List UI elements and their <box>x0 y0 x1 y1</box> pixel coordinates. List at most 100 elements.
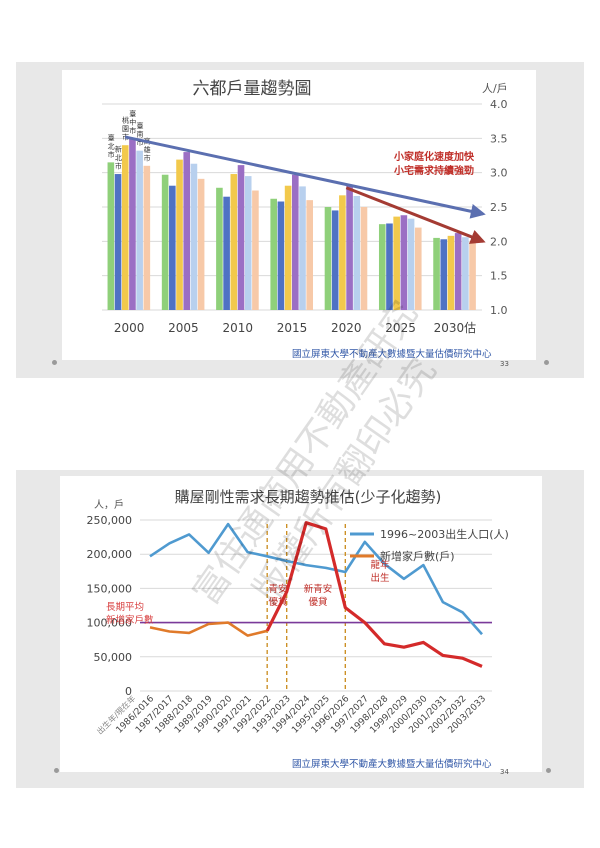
household-size-chart: 1.0 1.5 2.0 2.5 3.0 3.5 4.0 人/戶 六都戶量趨勢圖 2000 2005 2… <box>102 79 508 335</box>
bar-臺中市 <box>183 152 191 310</box>
bar-桃園市 <box>284 185 292 310</box>
bar-臺南市 <box>136 150 143 310</box>
bar-臺南市 <box>353 196 361 310</box>
bar-高雄市 <box>469 241 476 310</box>
bar-臺北市 <box>270 198 277 310</box>
series-line-1 <box>149 522 483 636</box>
series-label-char: 臺 <box>129 109 136 118</box>
bar-新北市 <box>114 174 122 310</box>
x-tick-label: 2030估 <box>434 321 477 335</box>
bar-高雄市 <box>197 178 205 310</box>
event-annotation: 青安 <box>268 583 287 595</box>
bar-臺中市 <box>454 233 462 310</box>
slide-housing-demand: 購屋剛性需求長期趨勢推估(少子化趨勢) 人，戶 0 50,000 100,000 150,… <box>16 470 584 788</box>
series-label-char: 北 <box>108 142 115 150</box>
slide-footer: 國立屏東大學不動產大數據暨大量估價研究中心 <box>292 759 492 770</box>
slide-bullet-dot <box>546 768 551 773</box>
event-annotation: 新青安 <box>304 583 333 595</box>
y-tick-label: 200,000 <box>87 548 133 561</box>
chart-title: 購屋剛性需求長期趨勢推估(少子化趨勢) <box>175 488 442 506</box>
series-label-char: 臺 <box>108 133 115 142</box>
annotation-text: 小家庭化速度加快 <box>393 150 475 163</box>
y-axis-unit: 人，戶 <box>94 499 124 511</box>
reference-line-label: 長期平均 <box>106 601 144 613</box>
bar-桃園市 <box>176 159 183 310</box>
legend-label: 1996~2003出生人口(人) <box>380 527 509 541</box>
y-tick-label: 250,000 <box>87 514 133 527</box>
bar-臺中市 <box>292 174 299 310</box>
y-tick-label: 100,000 <box>87 617 133 630</box>
y-tick-label: 2.5 <box>490 201 508 214</box>
y-tick-label: 2.0 <box>490 235 508 248</box>
annotation-text: 小宅需求持續強勁 <box>393 164 474 177</box>
slide-footer: 國立屏東大學不動產大數據暨大量估價研究中心 <box>292 349 492 360</box>
bar-新北市 <box>386 223 393 310</box>
series-label-臺北市: 臺北市 <box>108 133 115 159</box>
bar-臺北市 <box>378 224 386 310</box>
series-label-臺中市: 臺中市 <box>129 109 136 135</box>
bar-臺北市 <box>433 237 440 310</box>
series-label-char: 園 <box>122 125 129 133</box>
bar-臺南市 <box>244 176 252 310</box>
y-tick-label: 150,000 <box>87 582 133 595</box>
bar-桃園市 <box>339 195 346 310</box>
bar-桃園市 <box>393 216 400 310</box>
series-label-char: 市 <box>108 150 115 159</box>
event-annotation: 出生 <box>370 572 390 584</box>
series-label-char: 南 <box>136 130 143 139</box>
series-label-char: 市 <box>129 126 136 135</box>
x-tick-label: 2000 <box>114 321 145 335</box>
trend-red <box>345 186 486 244</box>
bar-新北市 <box>169 185 176 310</box>
bar-臺中市 <box>346 185 353 310</box>
x-tick-label: 2010 <box>222 321 253 335</box>
bar-新北市 <box>440 239 448 310</box>
bar-臺中市 <box>237 165 245 310</box>
x-tick-label: 2025 <box>385 321 416 335</box>
slide-bullet-dot <box>544 360 549 365</box>
series-label-char: 市 <box>144 153 151 162</box>
series-label-char: 中 <box>129 117 136 126</box>
series-label-char: 市 <box>115 162 122 171</box>
bar-臺南市 <box>407 218 415 310</box>
series-label-新北市: 新北市 <box>115 145 122 171</box>
x-tick-label: 2015 <box>277 321 308 335</box>
series-label-char: 臺 <box>136 121 143 130</box>
y-tick-label: 3.5 <box>490 132 508 145</box>
series-label-char: 雄 <box>144 145 151 154</box>
bar-高雄市 <box>414 227 422 310</box>
event-annotation: 優貸 <box>308 596 327 608</box>
bar-高雄市 <box>252 190 259 310</box>
slide-household-size: 1.0 1.5 2.0 2.5 3.0 3.5 4.0 人/戶 六都戶量趨勢圖 2000 2005 2… <box>16 62 584 378</box>
series-label-char: 桃 <box>122 116 129 125</box>
series-label-char: 北 <box>115 154 122 162</box>
y-axis-unit: 人/戶 <box>482 82 508 95</box>
bar-高雄市 <box>360 207 368 310</box>
series-line-2 <box>149 621 268 637</box>
y-tick-label: 4.0 <box>490 98 508 111</box>
page-number: 33 <box>500 360 509 368</box>
bar-臺南市 <box>462 237 469 310</box>
bar-新北市 <box>331 210 339 310</box>
y-tick-label: 3.0 <box>490 167 508 180</box>
series-label-char: 新 <box>115 145 122 154</box>
bar-桃園市 <box>230 174 238 310</box>
y-tick-label: 50,000 <box>94 651 133 664</box>
bar-臺北市 <box>161 174 169 310</box>
bar-臺南市 <box>299 186 306 310</box>
chart-title: 六都戶量趨勢圖 <box>193 79 312 99</box>
series-line-3 <box>265 521 483 668</box>
page-number: 34 <box>500 768 509 776</box>
chart-area-housing-demand: 購屋剛性需求長期趨勢推估(少子化趨勢) 人，戶 0 50,000 100,000 150,… <box>60 476 542 772</box>
bar-臺北市 <box>107 162 115 310</box>
x-tick-label: 2020 <box>331 321 362 335</box>
y-tick-label: 1.5 <box>490 270 508 283</box>
y-tick-label: 0 <box>125 685 132 698</box>
slide-bullet-dot <box>52 360 57 365</box>
bar-臺中市 <box>400 215 408 310</box>
bar-臺南市 <box>190 163 198 310</box>
chart-area-household-size: 1.0 1.5 2.0 2.5 3.0 3.5 4.0 人/戶 六都戶量趨勢圖 2000 2005 2… <box>62 70 536 360</box>
reference-line-label: 新增家戶數 <box>106 614 154 626</box>
y-tick-label: 1.0 <box>490 304 508 317</box>
event-annotation: 龍年 <box>370 559 390 571</box>
